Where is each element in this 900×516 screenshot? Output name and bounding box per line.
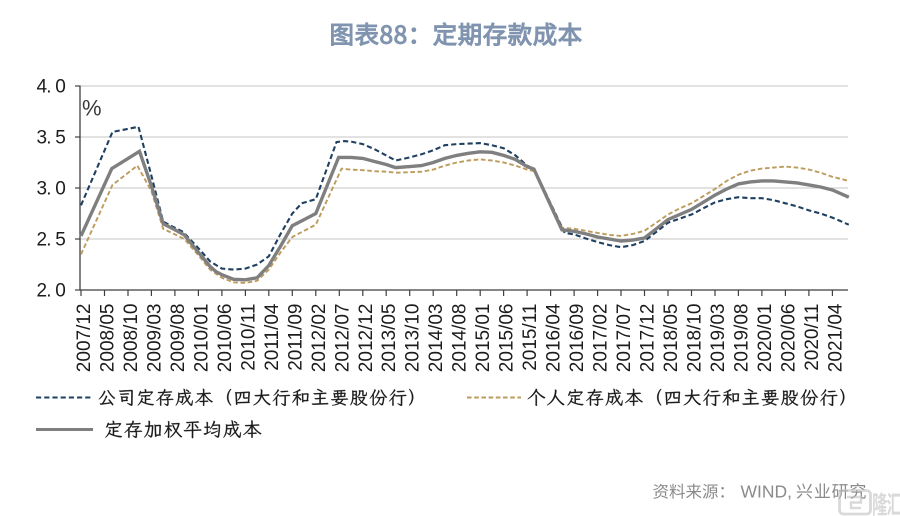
svg-text:4. 0: 4. 0 (37, 77, 66, 98)
svg-text:2013/05: 2013/05 (379, 304, 400, 373)
svg-text:2012/02: 2012/02 (309, 304, 330, 373)
svg-text:2017/12: 2017/12 (638, 304, 659, 373)
svg-text:2017/02: 2017/02 (591, 304, 612, 373)
svg-text:2021/04: 2021/04 (825, 303, 846, 372)
svg-text:2. 0: 2. 0 (37, 281, 66, 302)
svg-text:2011/04: 2011/04 (262, 303, 283, 371)
svg-text:2013/10: 2013/10 (403, 304, 424, 373)
svg-text:3. 5: 3. 5 (37, 128, 66, 149)
svg-text:2010/06: 2010/06 (215, 304, 236, 373)
svg-text:2010/01: 2010/01 (191, 304, 212, 373)
svg-text:2007/12: 2007/12 (74, 304, 95, 373)
svg-text:2012/12: 2012/12 (356, 304, 377, 373)
svg-text:2012/07: 2012/07 (332, 304, 353, 373)
svg-text:2015/06: 2015/06 (497, 304, 518, 373)
svg-text:2016/04: 2016/04 (544, 303, 565, 372)
svg-text:2. 5: 2. 5 (37, 230, 66, 251)
svg-text:2015/01: 2015/01 (473, 304, 494, 373)
svg-text:2017/07: 2017/07 (614, 304, 635, 373)
svg-text:%: % (82, 96, 102, 121)
svg-text:2014/08: 2014/08 (450, 304, 471, 373)
svg-text:2009/08: 2009/08 (168, 304, 189, 373)
svg-text:2008/10: 2008/10 (121, 304, 142, 373)
svg-text:2018/10: 2018/10 (685, 304, 706, 373)
svg-text:2019/03: 2019/03 (708, 304, 729, 373)
svg-text:2014/03: 2014/03 (426, 304, 447, 373)
svg-text:2010/11: 2010/11 (238, 304, 259, 371)
svg-text:2015/11: 2015/11 (520, 304, 541, 371)
svg-text:2020/01: 2020/01 (755, 304, 776, 373)
svg-text:2018/05: 2018/05 (661, 304, 682, 373)
svg-text:2016/09: 2016/09 (567, 304, 588, 373)
svg-text:2008/05: 2008/05 (98, 304, 119, 373)
svg-text:2009/03: 2009/03 (144, 304, 165, 373)
svg-text:2019/08: 2019/08 (731, 304, 752, 373)
svg-text:2011/09: 2011/09 (285, 304, 306, 371)
svg-text:3. 0: 3. 0 (37, 179, 66, 200)
svg-text:2020/11: 2020/11 (802, 304, 823, 371)
svg-text:WIND,: WIND, (741, 482, 793, 502)
svg-text:2020/06: 2020/06 (778, 304, 799, 373)
